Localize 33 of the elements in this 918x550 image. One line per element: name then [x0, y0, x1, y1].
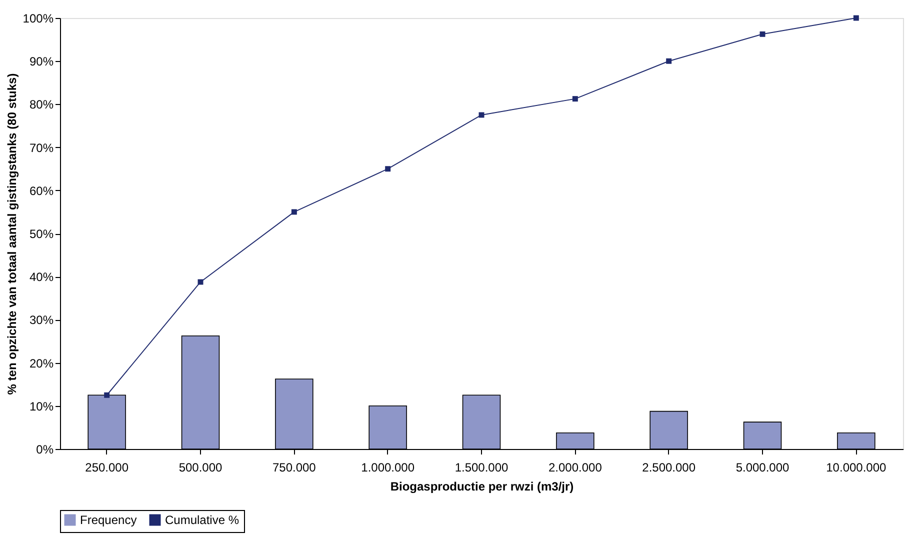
- point: [291, 209, 297, 215]
- y-tick-label: 20%: [29, 356, 54, 370]
- y-tick-label: 70%: [29, 140, 54, 155]
- point: [572, 96, 578, 102]
- point: [478, 112, 484, 118]
- point: [760, 31, 766, 37]
- y-tick-label: 0%: [36, 442, 54, 456]
- point: [104, 392, 110, 398]
- x-tick-label: 10.000.000: [826, 460, 887, 474]
- point: [853, 15, 859, 21]
- x-tick-label: 250.000: [85, 460, 129, 474]
- y-tick-label: 10%: [29, 399, 54, 414]
- x-tick-label: 1.500.000: [454, 460, 509, 474]
- y-tick-label: 80%: [29, 98, 54, 112]
- x-tick-label: 750.000: [272, 460, 316, 474]
- x-axis-title: Biogasproductie per rwzi (m3/jr): [390, 480, 574, 494]
- point: [198, 279, 204, 285]
- x-tick-label: 2.000.000: [548, 460, 602, 474]
- x-tick-label: 2.500.000: [642, 460, 696, 474]
- x-tick-label: 5.000.000: [736, 460, 790, 474]
- y-tick-label: 50%: [29, 227, 54, 241]
- point: [385, 166, 391, 172]
- legend-label: Cumulative %: [165, 513, 240, 527]
- legend-label: Frequency: [80, 513, 137, 527]
- y-tick-label: 60%: [29, 184, 54, 198]
- y-tick-label: 30%: [29, 313, 54, 328]
- point: [666, 58, 672, 64]
- y-tick-label: 40%: [29, 270, 54, 284]
- x-tick-label: 500.000: [178, 460, 223, 474]
- y-axis-title: % ten opzichte van totaal aantal gistingstanks (80 stuks): [4, 73, 19, 395]
- y-tick-label: 90%: [29, 54, 54, 69]
- y-tick-label: 100%: [22, 12, 54, 26]
- x-tick-label: 1.000.000: [361, 460, 415, 474]
